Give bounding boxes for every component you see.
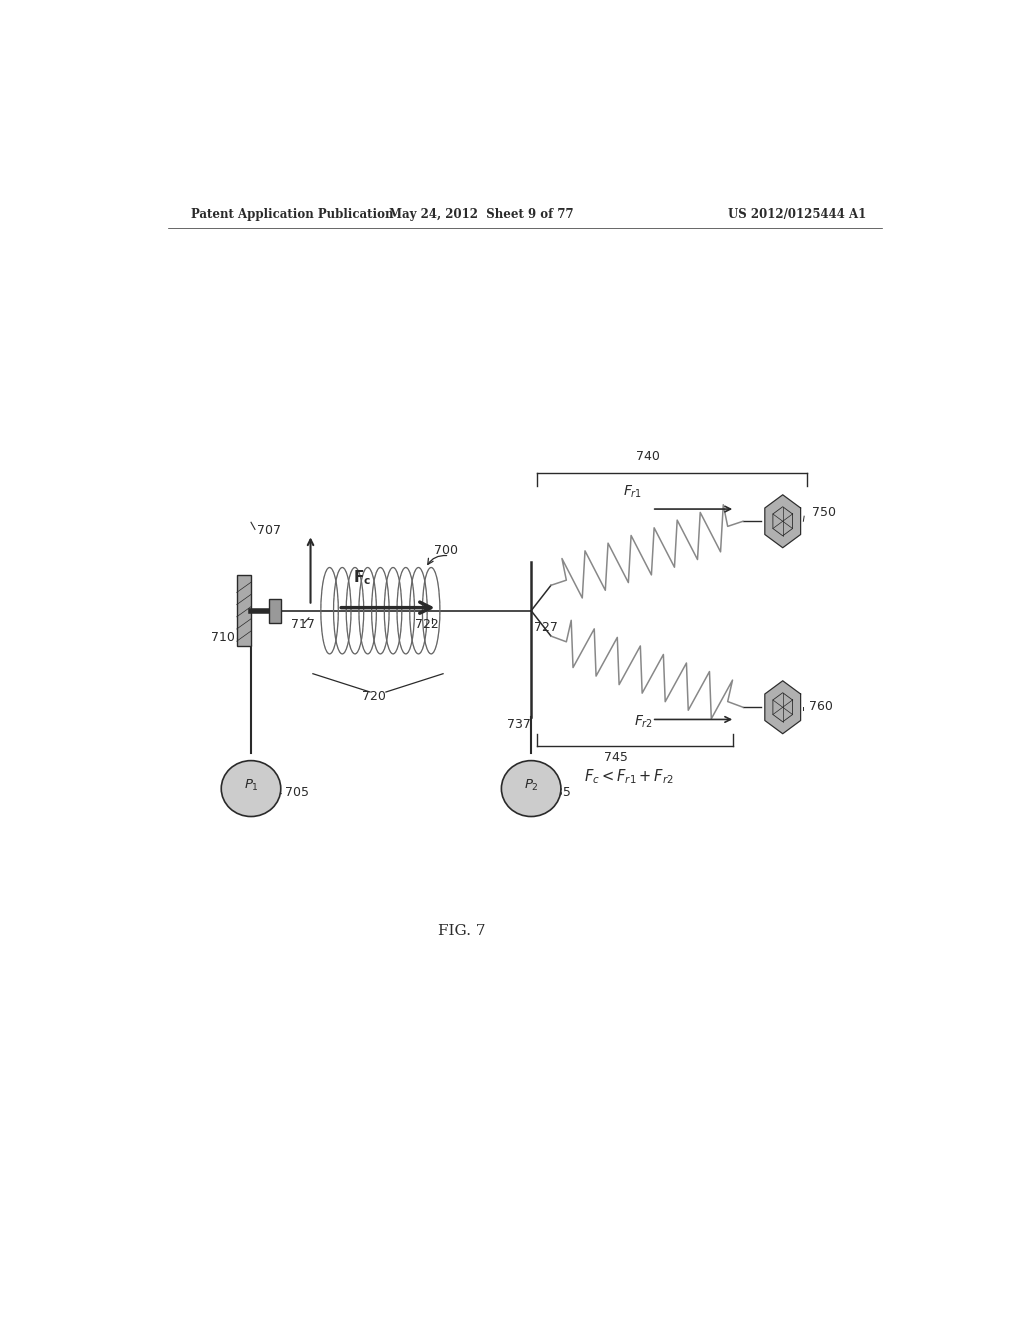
Text: 740: 740 <box>636 450 659 463</box>
Text: FIG. 7: FIG. 7 <box>437 924 485 939</box>
Bar <box>269 598 282 623</box>
Text: $\mathbf{F_c}$: $\mathbf{F_c}$ <box>353 568 372 587</box>
Ellipse shape <box>221 760 281 817</box>
Text: May 24, 2012  Sheet 9 of 77: May 24, 2012 Sheet 9 of 77 <box>389 207 573 220</box>
Text: 735: 735 <box>547 785 571 799</box>
Bar <box>237 576 251 647</box>
Text: 760: 760 <box>809 701 833 713</box>
Text: $P_2$: $P_2$ <box>523 777 539 793</box>
Text: 722: 722 <box>416 618 439 631</box>
Ellipse shape <box>502 760 561 817</box>
Text: 745: 745 <box>604 751 628 764</box>
Text: 750: 750 <box>812 506 836 519</box>
Polygon shape <box>765 495 801 548</box>
Text: Patent Application Publication: Patent Application Publication <box>191 207 394 220</box>
Text: $P_1$: $P_1$ <box>244 777 258 793</box>
Text: 720: 720 <box>362 690 386 704</box>
Text: 727: 727 <box>535 620 558 634</box>
Text: 737: 737 <box>507 718 531 730</box>
Text: 710: 710 <box>211 631 236 644</box>
Text: $F_{r2}$: $F_{r2}$ <box>634 714 653 730</box>
Polygon shape <box>765 681 801 734</box>
Text: US 2012/0125444 A1: US 2012/0125444 A1 <box>728 207 866 220</box>
Text: 717: 717 <box>291 618 314 631</box>
Text: $F_{r1}$: $F_{r1}$ <box>624 484 642 500</box>
Text: 705: 705 <box>285 785 309 799</box>
Text: 700: 700 <box>433 544 458 557</box>
Text: 707: 707 <box>257 524 281 537</box>
Text: $F_c < F_{r1} + F_{r2}$: $F_c < F_{r1} + F_{r2}$ <box>585 767 675 787</box>
